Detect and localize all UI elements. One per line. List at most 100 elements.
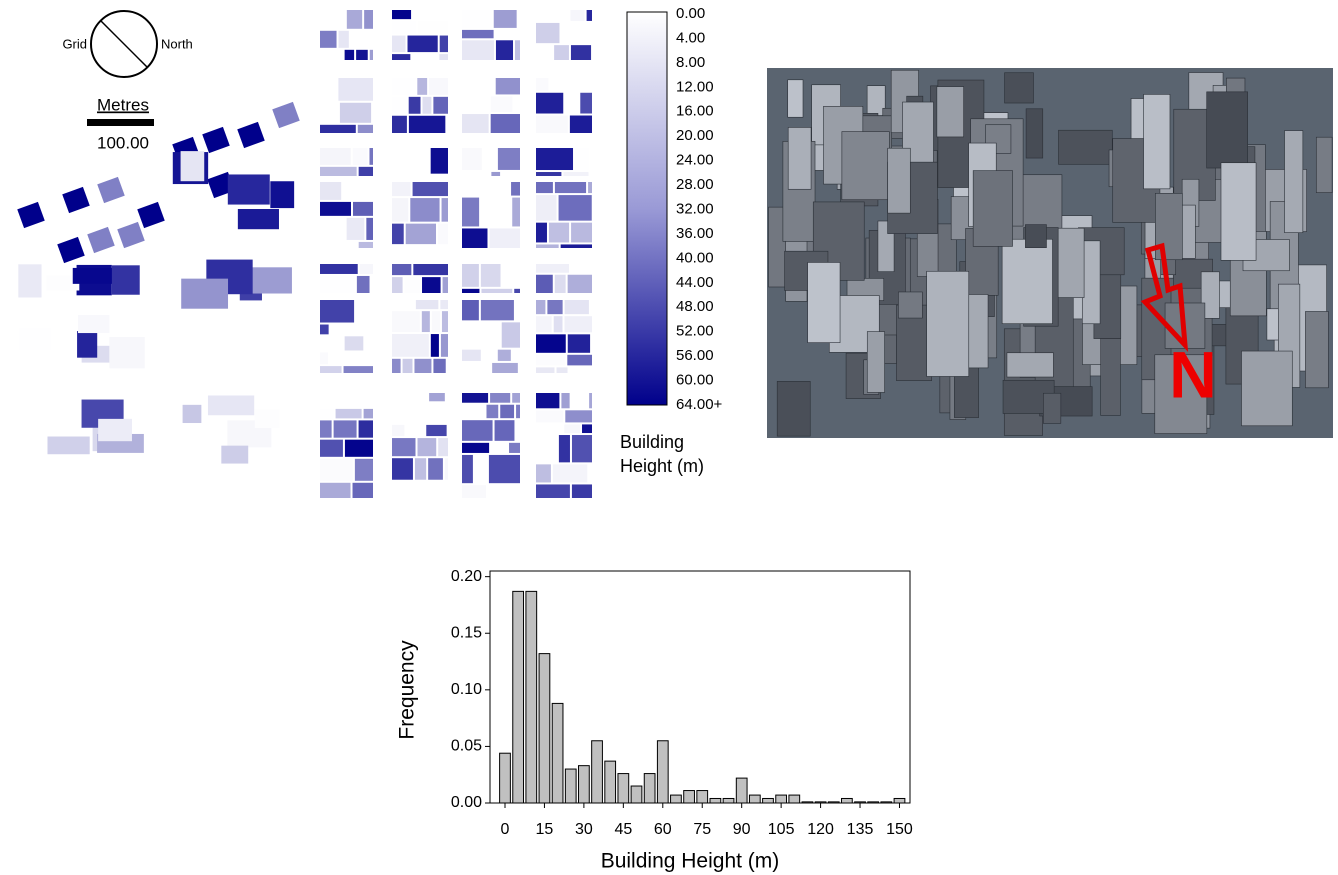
building xyxy=(320,366,342,373)
building xyxy=(536,195,557,221)
building xyxy=(358,125,373,133)
building xyxy=(429,393,445,401)
building xyxy=(320,483,351,498)
building xyxy=(439,54,448,60)
building xyxy=(422,311,430,332)
colorbar-label: 60.00 xyxy=(676,372,714,389)
building xyxy=(366,218,373,240)
bar xyxy=(631,786,642,803)
photo-building xyxy=(1207,92,1248,168)
x-tick-label: 60 xyxy=(654,821,672,838)
building xyxy=(409,97,421,114)
bar xyxy=(855,802,866,803)
building xyxy=(392,311,420,332)
legend-title: Building xyxy=(620,432,684,452)
building xyxy=(47,437,89,455)
bar xyxy=(710,798,721,803)
building xyxy=(117,222,145,248)
building xyxy=(496,40,513,60)
building xyxy=(352,352,373,364)
photo-building xyxy=(1059,130,1113,164)
building xyxy=(481,300,514,320)
building xyxy=(440,300,448,309)
photo-building xyxy=(808,262,840,342)
x-tick-label: 150 xyxy=(886,821,913,838)
colorbar-label: 64.00+ xyxy=(676,396,723,413)
building xyxy=(181,279,228,309)
building xyxy=(320,148,351,165)
bar xyxy=(697,791,708,803)
building xyxy=(20,328,51,350)
building xyxy=(563,172,588,176)
photo-building xyxy=(1007,353,1053,377)
building xyxy=(486,405,498,418)
building xyxy=(481,289,512,293)
building xyxy=(589,464,592,482)
photo-building xyxy=(1002,239,1052,323)
building xyxy=(360,264,373,274)
photo-building xyxy=(1101,339,1121,416)
building xyxy=(431,148,448,174)
photo-building xyxy=(788,127,811,189)
colorbar-label: 0.00 xyxy=(676,5,705,22)
building xyxy=(554,316,563,332)
building xyxy=(441,334,448,357)
building xyxy=(555,275,566,293)
building xyxy=(514,96,520,112)
y-tick-label: 0.00 xyxy=(451,794,482,811)
photo-building xyxy=(898,292,922,318)
building xyxy=(355,459,373,481)
bar xyxy=(842,798,853,803)
bar xyxy=(539,654,550,803)
building xyxy=(582,424,592,433)
building xyxy=(556,367,567,373)
bar xyxy=(592,741,603,803)
building xyxy=(228,174,270,204)
building xyxy=(345,336,364,350)
building xyxy=(495,420,515,441)
photo-building xyxy=(777,381,810,436)
building xyxy=(345,440,373,457)
building xyxy=(392,264,411,275)
bar xyxy=(526,591,537,803)
building xyxy=(568,275,592,293)
building xyxy=(345,50,355,60)
building xyxy=(536,334,566,352)
building xyxy=(536,355,565,366)
bar xyxy=(749,795,760,803)
x-tick-label: 120 xyxy=(807,821,834,838)
building xyxy=(502,322,520,347)
building xyxy=(338,78,373,101)
building xyxy=(17,202,45,228)
building xyxy=(462,198,479,227)
building xyxy=(423,97,432,114)
building xyxy=(392,334,429,357)
building xyxy=(442,311,448,332)
building xyxy=(536,316,552,332)
x-tick-label: 15 xyxy=(536,821,554,838)
building xyxy=(359,167,373,176)
building xyxy=(208,395,254,415)
building xyxy=(589,393,592,408)
bar xyxy=(579,766,590,803)
bar xyxy=(828,802,839,803)
building xyxy=(403,359,413,373)
bar xyxy=(565,769,576,803)
y-axis-label: Frequency xyxy=(396,640,419,740)
photo-building xyxy=(1316,137,1332,192)
colorbar-label: 28.00 xyxy=(676,176,714,193)
building xyxy=(392,182,411,196)
building xyxy=(431,334,439,357)
building xyxy=(536,410,563,422)
building xyxy=(417,438,436,456)
bar xyxy=(776,795,787,803)
colorbar-label: 12.00 xyxy=(676,78,714,95)
building xyxy=(536,78,548,91)
building xyxy=(347,218,365,240)
compass-label: North xyxy=(161,36,193,51)
bar xyxy=(894,798,905,803)
building xyxy=(392,10,411,19)
aerial-photo: N xyxy=(767,68,1333,438)
photo-building xyxy=(1305,311,1328,387)
building xyxy=(491,172,500,176)
